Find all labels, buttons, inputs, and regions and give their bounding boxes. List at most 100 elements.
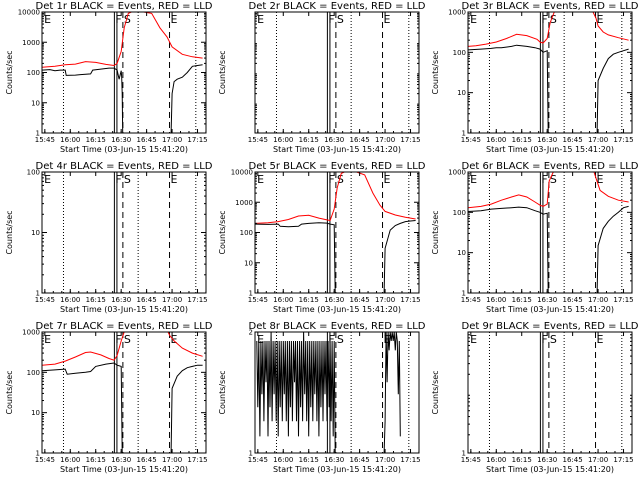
- plot-frame: [467, 11, 633, 134]
- y-tick-label: 100: [27, 69, 40, 77]
- y-tick-label: 10: [31, 409, 40, 417]
- event-marker: F: [115, 173, 121, 186]
- y-tick-label: 100: [27, 169, 40, 177]
- x-tick-label: 16:30: [324, 136, 344, 144]
- x-tick-label: 16:15: [86, 136, 106, 144]
- x-tick-label: 16:30: [111, 456, 131, 464]
- x-tick-label: 17:00: [375, 296, 395, 304]
- event-marker: F: [115, 13, 121, 26]
- y-axis-label: Counts/sec: [5, 50, 14, 94]
- y-tick-label: 10: [31, 229, 40, 237]
- y-tick-label: 10: [31, 99, 40, 107]
- plot-frame: [467, 171, 633, 294]
- lld-line: [467, 171, 629, 209]
- x-tick-label: 16:45: [563, 296, 583, 304]
- event-marker: S: [550, 173, 557, 186]
- x-axis-label: Start Time (03-Jun-15 15:41:20): [486, 465, 614, 474]
- y-tick-label: 1: [249, 290, 253, 298]
- y-tick-label: 10000: [18, 9, 40, 17]
- events-line: [41, 362, 203, 454]
- x-tick-label: 17:15: [400, 136, 420, 144]
- x-tick-label: 15:45: [461, 296, 481, 304]
- event-marker: F: [541, 173, 547, 186]
- event-marker: F: [115, 333, 121, 346]
- x-tick-label: 16:00: [60, 136, 80, 144]
- events-line: [467, 205, 629, 294]
- y-tick-label: 1000: [22, 329, 40, 337]
- y-tick-label: 1: [462, 290, 466, 298]
- x-tick-label: 16:15: [299, 136, 319, 144]
- x-tick-label: 15:45: [35, 136, 55, 144]
- y-axis-label: Counts/sec: [431, 50, 440, 94]
- x-tick-label: 17:00: [588, 136, 608, 144]
- event-marker: E: [384, 333, 391, 346]
- x-axis-label: Start Time (03-Jun-15 15:41:20): [60, 305, 188, 314]
- y-tick-label: 2: [249, 329, 253, 337]
- x-axis-label: Start Time (03-Jun-15 15:41:20): [273, 305, 401, 314]
- event-marker: E: [384, 13, 391, 26]
- panel-title: Det 9r BLACK = Events, RED = LLD: [462, 321, 639, 332]
- y-tick-label: 10000: [231, 169, 253, 177]
- x-tick-label: 16:30: [111, 296, 131, 304]
- y-tick-label: 100: [453, 49, 466, 57]
- event-marker: E: [171, 173, 178, 186]
- event-marker: E: [171, 333, 178, 346]
- event-marker: E: [257, 333, 264, 346]
- x-tick-label: 15:45: [248, 136, 268, 144]
- x-tick-label: 16:00: [486, 136, 506, 144]
- event-marker: E: [257, 13, 264, 26]
- x-tick-label: 16:15: [86, 456, 106, 464]
- x-tick-label: 17:00: [162, 296, 182, 304]
- event-marker: F: [328, 13, 334, 26]
- panel-title: Det 7r BLACK = Events, RED = LLD: [36, 321, 213, 332]
- x-tick-label: 17:15: [187, 296, 207, 304]
- x-tick-label: 17:00: [588, 456, 608, 464]
- x-tick-label: 16:00: [273, 456, 293, 464]
- events-line: [467, 44, 629, 134]
- x-tick-label: 17:00: [375, 456, 395, 464]
- plot-frame: [254, 11, 420, 134]
- x-tick-label: 16:30: [111, 136, 131, 144]
- event-marker: E: [597, 333, 604, 346]
- x-tick-label: 16:00: [486, 456, 506, 464]
- x-tick-label: 16:00: [60, 296, 80, 304]
- x-tick-label: 17:15: [613, 456, 633, 464]
- x-axis-label: Start Time (03-Jun-15 15:41:20): [273, 145, 401, 154]
- x-tick-label: 16:15: [512, 296, 532, 304]
- plot-frame: [41, 331, 207, 454]
- event-marker: E: [171, 13, 178, 26]
- x-tick-label: 15:45: [461, 136, 481, 144]
- x-tick-label: 16:00: [273, 136, 293, 144]
- x-tick-label: 16:30: [324, 456, 344, 464]
- events-line: [41, 64, 203, 134]
- panel-title: Det 8r BLACK = Events, RED = LLD: [249, 321, 426, 332]
- panel-title: Det 6r BLACK = Events, RED = LLD: [462, 161, 639, 172]
- x-tick-label: 16:00: [273, 296, 293, 304]
- y-tick-label: 10: [244, 259, 253, 267]
- y-tick-label: 10: [457, 249, 466, 257]
- event-marker: E: [470, 333, 477, 346]
- y-tick-label: 1: [462, 130, 466, 138]
- x-tick-label: 17:00: [588, 296, 608, 304]
- x-axis-label: Start Time (03-Jun-15 15:41:20): [60, 465, 188, 474]
- event-marker: E: [44, 13, 51, 26]
- x-tick-label: 16:00: [60, 456, 80, 464]
- y-tick-label: 1000: [235, 199, 253, 207]
- x-axis-label: Start Time (03-Jun-15 15:41:20): [486, 305, 614, 314]
- x-tick-label: 15:45: [35, 456, 55, 464]
- x-tick-label: 17:15: [187, 456, 207, 464]
- x-tick-label: 15:45: [35, 296, 55, 304]
- event-marker: S: [550, 333, 557, 346]
- event-marker: E: [384, 173, 391, 186]
- x-axis-label: Start Time (03-Jun-15 15:41:20): [273, 465, 401, 474]
- y-tick-label: 1000: [22, 39, 40, 47]
- y-axis-label: Counts/sec: [5, 370, 14, 414]
- y-axis-label: Counts/sec: [5, 210, 14, 254]
- x-tick-label: 16:30: [537, 456, 557, 464]
- y-tick-label: 1000: [448, 9, 466, 17]
- y-tick-label: 1: [249, 450, 253, 458]
